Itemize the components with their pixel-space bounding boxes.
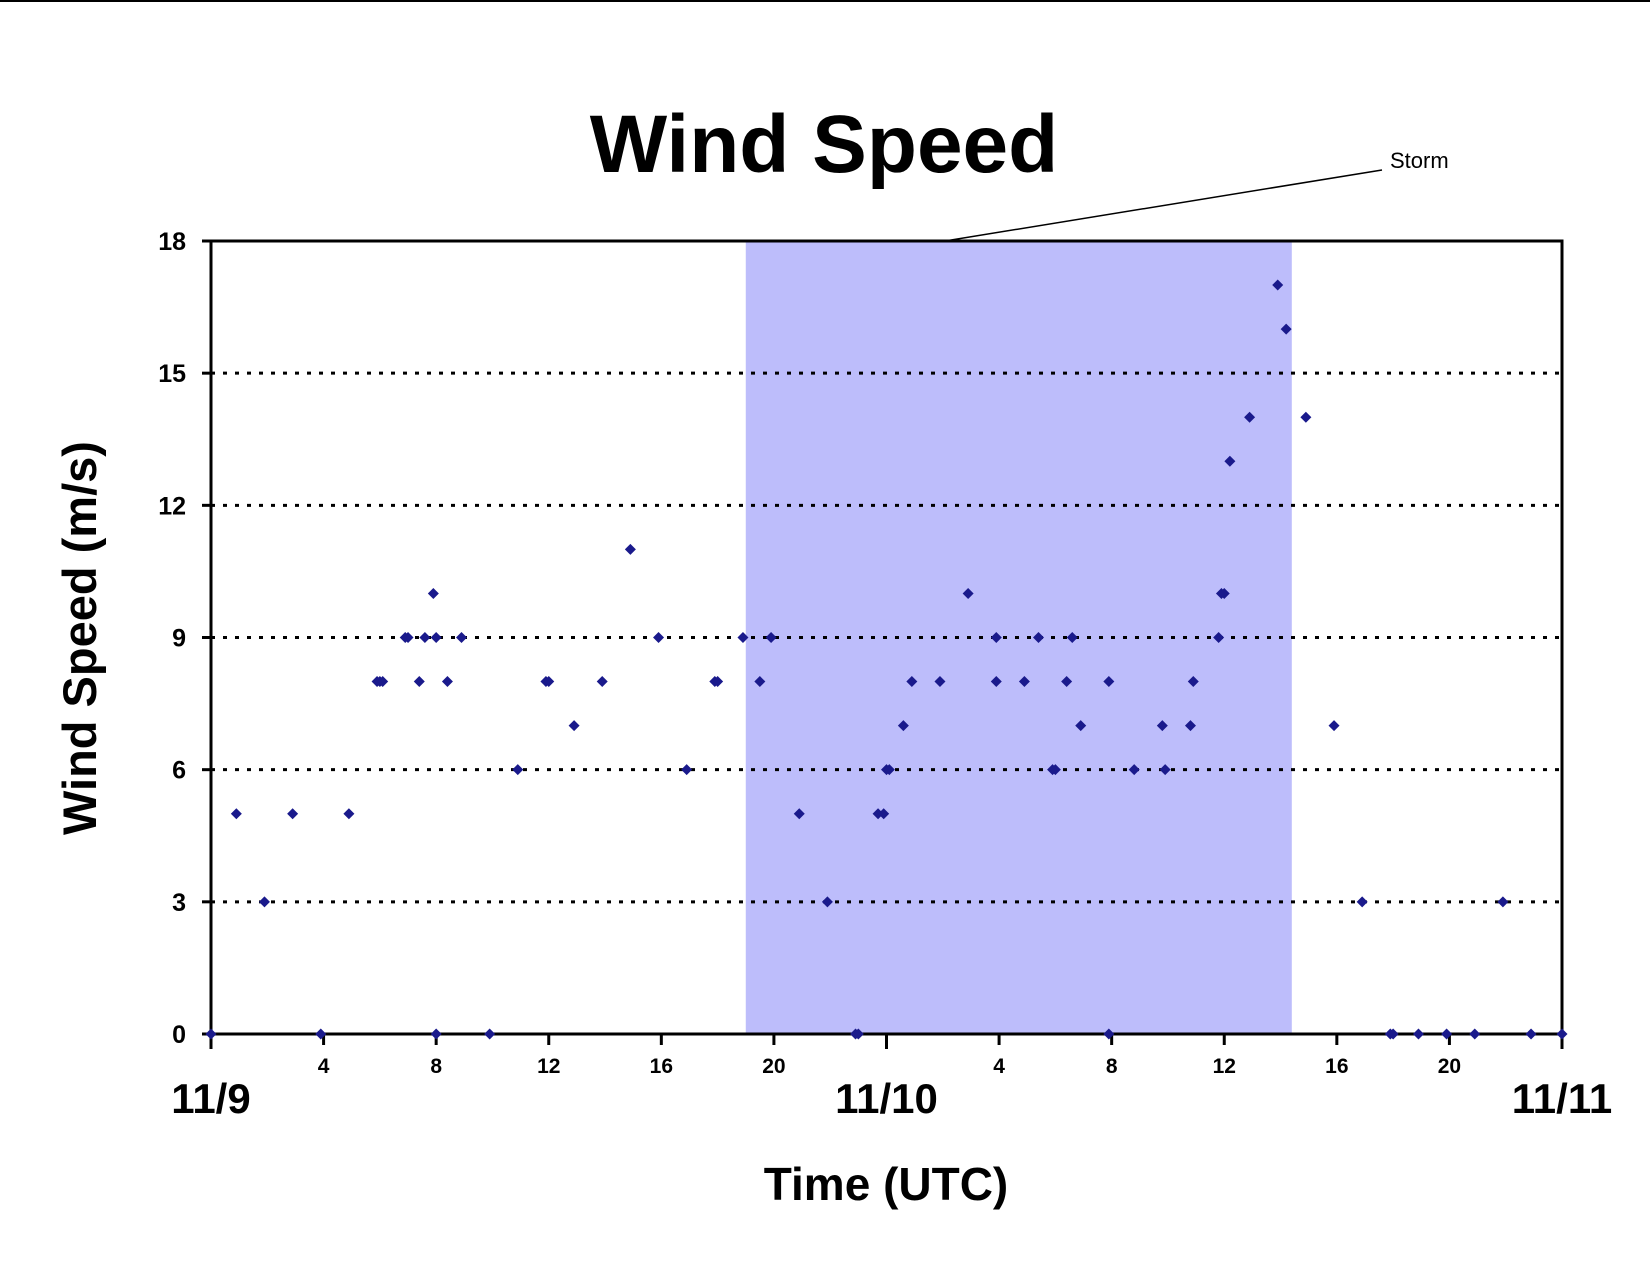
data-point (1018, 676, 1030, 688)
data-point (765, 632, 777, 643)
x-tick-label: 8 (1106, 1055, 1118, 1078)
data-point (1224, 455, 1236, 467)
x-axis-label: Time (UTC) (764, 1158, 1009, 1210)
data-point (315, 1028, 327, 1040)
data-point (230, 808, 242, 820)
data-point (906, 676, 918, 688)
y-tick-label-6: 6 (172, 757, 186, 785)
x-day-label: 11/10 (835, 1075, 938, 1122)
y-axis-ticks: 0 3 6 9 12 15 18 (158, 228, 211, 1049)
data-point (1280, 323, 1292, 335)
data-point (934, 676, 946, 688)
y-axis-label: Wind Speed (m/s) (53, 441, 106, 835)
x-tick-label: 12 (537, 1055, 560, 1078)
data-point (1049, 764, 1061, 776)
y-tick-label-3: 3 (172, 889, 186, 917)
data-point (1272, 279, 1284, 291)
data-point (568, 720, 580, 732)
data-point (596, 676, 608, 688)
data-point (1032, 632, 1044, 643)
data-point (793, 808, 805, 820)
data-point (1184, 720, 1196, 732)
data-point (852, 1028, 864, 1040)
data-point (1103, 1028, 1115, 1040)
data-point (897, 720, 909, 732)
data-point (712, 676, 724, 688)
data-point (427, 587, 439, 599)
x-tick-label: 8 (430, 1055, 442, 1078)
data-point (878, 808, 890, 820)
data-point (624, 543, 636, 555)
data-point (1556, 1028, 1568, 1040)
data-point (1061, 676, 1073, 688)
data-point (1328, 720, 1340, 732)
data-point (821, 896, 833, 908)
data-point (484, 1028, 496, 1040)
y-tick-label-9: 9 (172, 625, 186, 653)
data-point (883, 764, 895, 776)
data-point (1356, 896, 1368, 908)
x-tick-label: 16 (650, 1055, 673, 1078)
x-tick-label: 16 (1325, 1055, 1348, 1078)
data-point (430, 1028, 442, 1040)
data-point (872, 808, 884, 820)
data-point (653, 632, 665, 643)
data-point (681, 764, 693, 776)
data-point (430, 632, 442, 643)
x-tick-label: 4 (993, 1055, 1005, 1078)
data-point (543, 676, 555, 688)
data-point (1387, 1028, 1399, 1040)
data-point (413, 676, 425, 688)
y-tick-label-18: 18 (158, 228, 186, 256)
data-point (1187, 676, 1199, 688)
data-point (1128, 764, 1140, 776)
data-point (343, 808, 355, 820)
y-tick-label-12: 12 (158, 492, 186, 520)
x-tick-label: 20 (762, 1055, 785, 1078)
data-point (455, 632, 467, 643)
data-point (1244, 411, 1256, 423)
data-point (441, 676, 453, 688)
data-point (1525, 1028, 1537, 1040)
storm-annotation-label: Storm (1390, 148, 1449, 173)
y-tick-label-0: 0 (172, 1021, 186, 1049)
storm-annotation-leader (944, 169, 1383, 242)
data-point (419, 632, 431, 643)
data-point (1218, 587, 1230, 599)
data-point (1441, 1028, 1453, 1040)
x-tick-label: 12 (1213, 1055, 1236, 1078)
chart-title: Wind Speed (590, 99, 1059, 190)
x-tick-label: 20 (1438, 1055, 1461, 1078)
data-point (1300, 411, 1312, 423)
data-point (962, 587, 974, 599)
data-point (205, 1028, 217, 1040)
x-tick-label: 4 (318, 1055, 330, 1078)
data-point (1497, 896, 1509, 908)
data-point (287, 808, 299, 820)
data-point (258, 896, 270, 908)
x-day-label: 11/11 (1512, 1075, 1612, 1122)
data-points (205, 279, 1568, 1040)
data-point (512, 764, 524, 776)
data-point (990, 632, 1002, 643)
data-point (402, 632, 414, 643)
data-point (1103, 676, 1115, 688)
data-point (1469, 1028, 1481, 1040)
data-point (754, 676, 766, 688)
y-tick-label-15: 15 (158, 360, 186, 388)
data-point (1412, 1028, 1424, 1040)
x-day-label: 11/9 (171, 1075, 250, 1122)
data-point (1156, 720, 1168, 732)
data-point (737, 632, 749, 643)
data-point (377, 676, 389, 688)
data-point (1159, 764, 1171, 776)
data-point (990, 676, 1002, 688)
top-border-line (0, 0, 1650, 2)
data-point (1075, 720, 1087, 732)
x-axis-ticks: 4 8 12 16 20 4 8 12 16 20 11/9 11/10 11/11 (171, 1034, 1612, 1122)
data-point (1066, 632, 1078, 643)
data-point (1213, 632, 1225, 643)
